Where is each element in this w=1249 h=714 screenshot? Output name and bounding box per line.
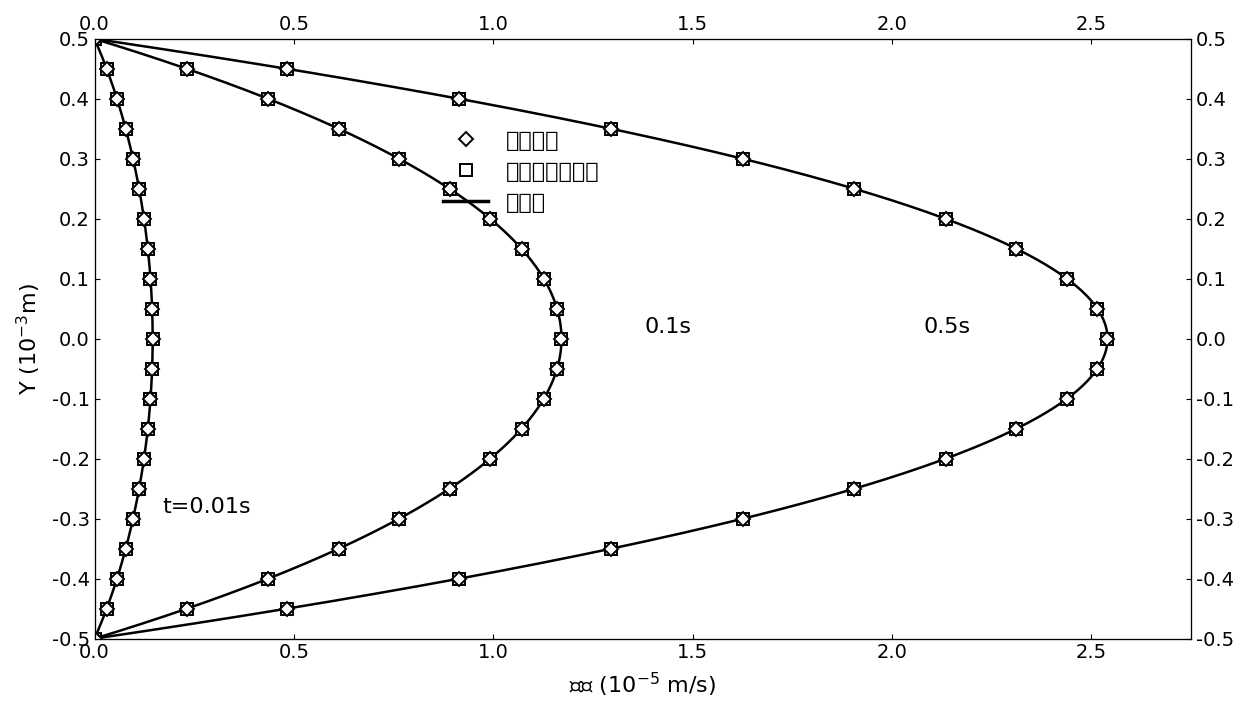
- Legend: 当前方法, 常数体积力方法, 理论解: 当前方法, 常数体积力方法, 理论解: [435, 122, 608, 222]
- Text: 0.1s: 0.1s: [644, 317, 692, 337]
- Text: 0.5s: 0.5s: [924, 317, 970, 337]
- X-axis label: 速度 ($10^{-5}$ m/s): 速度 ($10^{-5}$ m/s): [570, 670, 717, 699]
- Y-axis label: Y ($10^{-3}$m): Y ($10^{-3}$m): [15, 283, 44, 395]
- Text: t=0.01s: t=0.01s: [162, 497, 251, 517]
